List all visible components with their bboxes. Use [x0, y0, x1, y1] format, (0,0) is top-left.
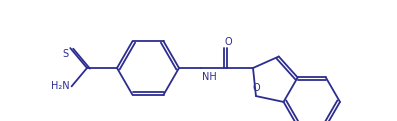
- Text: O: O: [224, 37, 232, 47]
- Text: O: O: [252, 83, 260, 93]
- Text: S: S: [62, 49, 68, 59]
- Text: H₂N: H₂N: [51, 81, 69, 91]
- Text: NH: NH: [202, 72, 217, 82]
